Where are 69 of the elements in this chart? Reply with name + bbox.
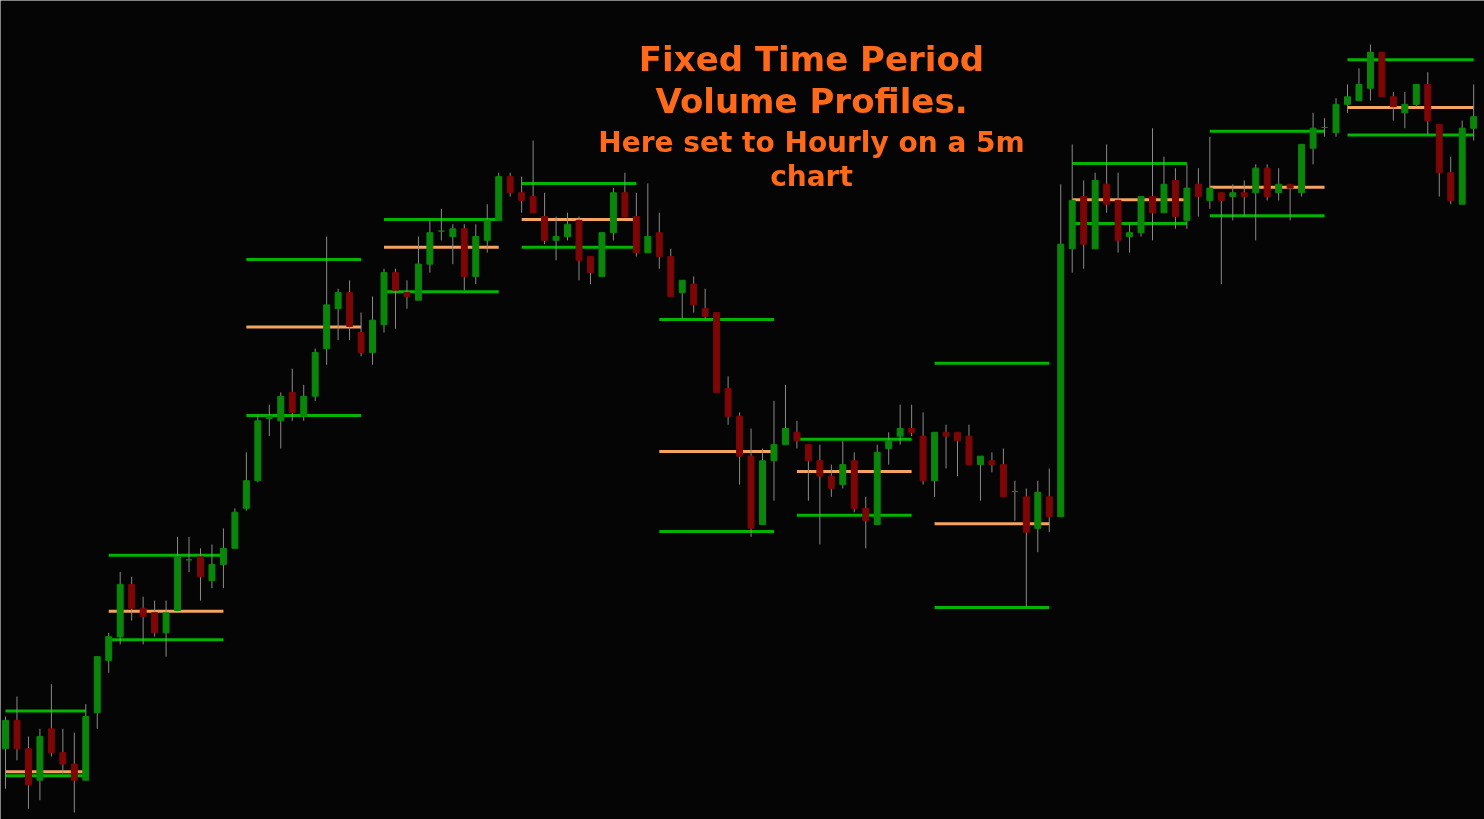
text: Fixed Time Period Volume Profiles. xyxy=(638,38,985,121)
candlestick xyxy=(59,728,67,774)
candlestick xyxy=(690,275,698,314)
candlestick xyxy=(392,268,399,330)
candlestick xyxy=(804,444,812,502)
candlestick xyxy=(621,172,629,218)
candlestick xyxy=(518,176,526,214)
candlestick xyxy=(1355,67,1363,102)
candlestick xyxy=(1217,192,1225,285)
candlestick xyxy=(1206,136,1214,210)
candlestick xyxy=(644,183,652,254)
candlestick xyxy=(70,732,78,813)
candlestick xyxy=(300,384,308,422)
candlestick xyxy=(437,208,445,241)
candlestick xyxy=(896,404,904,446)
candlestick xyxy=(105,632,113,674)
candlestick xyxy=(197,547,204,602)
candlestick xyxy=(1412,83,1420,108)
candlestick xyxy=(1149,127,1156,241)
candlestick xyxy=(885,431,893,466)
candlestick xyxy=(1275,167,1283,201)
candlestick xyxy=(483,203,491,254)
candlestick xyxy=(781,384,789,446)
candlestick xyxy=(334,288,342,341)
candlestick xyxy=(506,172,514,198)
candlestick xyxy=(162,600,170,658)
candlestick xyxy=(701,288,709,320)
candlestick xyxy=(988,451,996,473)
candlestick xyxy=(1286,183,1294,221)
candlestick xyxy=(655,212,663,270)
candlestick xyxy=(128,576,136,621)
candlestick xyxy=(1309,112,1317,165)
candlestick xyxy=(1389,91,1397,122)
candlestick xyxy=(770,400,778,502)
candlestick xyxy=(839,440,847,489)
candlestick xyxy=(47,683,55,757)
candlestick xyxy=(827,464,835,498)
candlestick xyxy=(1470,83,1478,141)
candlestick xyxy=(357,312,365,357)
candlestick xyxy=(976,455,984,502)
candlestick xyxy=(265,404,273,437)
candlestick xyxy=(586,255,594,285)
candlestick xyxy=(1045,467,1053,533)
candlestick xyxy=(403,279,411,310)
candlestick xyxy=(541,192,549,245)
candlestick xyxy=(219,527,227,589)
candlestick xyxy=(529,140,537,214)
candlestick xyxy=(678,279,686,320)
candlestick xyxy=(208,543,216,589)
candlestick xyxy=(552,216,560,261)
candlestick xyxy=(1194,167,1202,218)
candlestick xyxy=(1103,143,1111,214)
candlestick xyxy=(954,431,961,477)
candlestick xyxy=(942,424,950,469)
candlestick xyxy=(1401,91,1409,129)
candlestick xyxy=(908,404,916,437)
candlestick xyxy=(1240,179,1248,218)
candlestick xyxy=(816,444,824,545)
candlestick xyxy=(564,212,572,241)
text: Here set to Hourly on a 5m chart xyxy=(598,126,1025,193)
candlestick xyxy=(1344,83,1351,114)
candlestick xyxy=(151,600,159,638)
candlestick xyxy=(793,420,801,449)
candlestick xyxy=(288,368,296,422)
candlestick xyxy=(1229,183,1237,221)
candlestick xyxy=(862,496,870,549)
candlestick xyxy=(1126,223,1134,254)
candlestick xyxy=(449,223,457,265)
candlestick xyxy=(139,596,147,645)
